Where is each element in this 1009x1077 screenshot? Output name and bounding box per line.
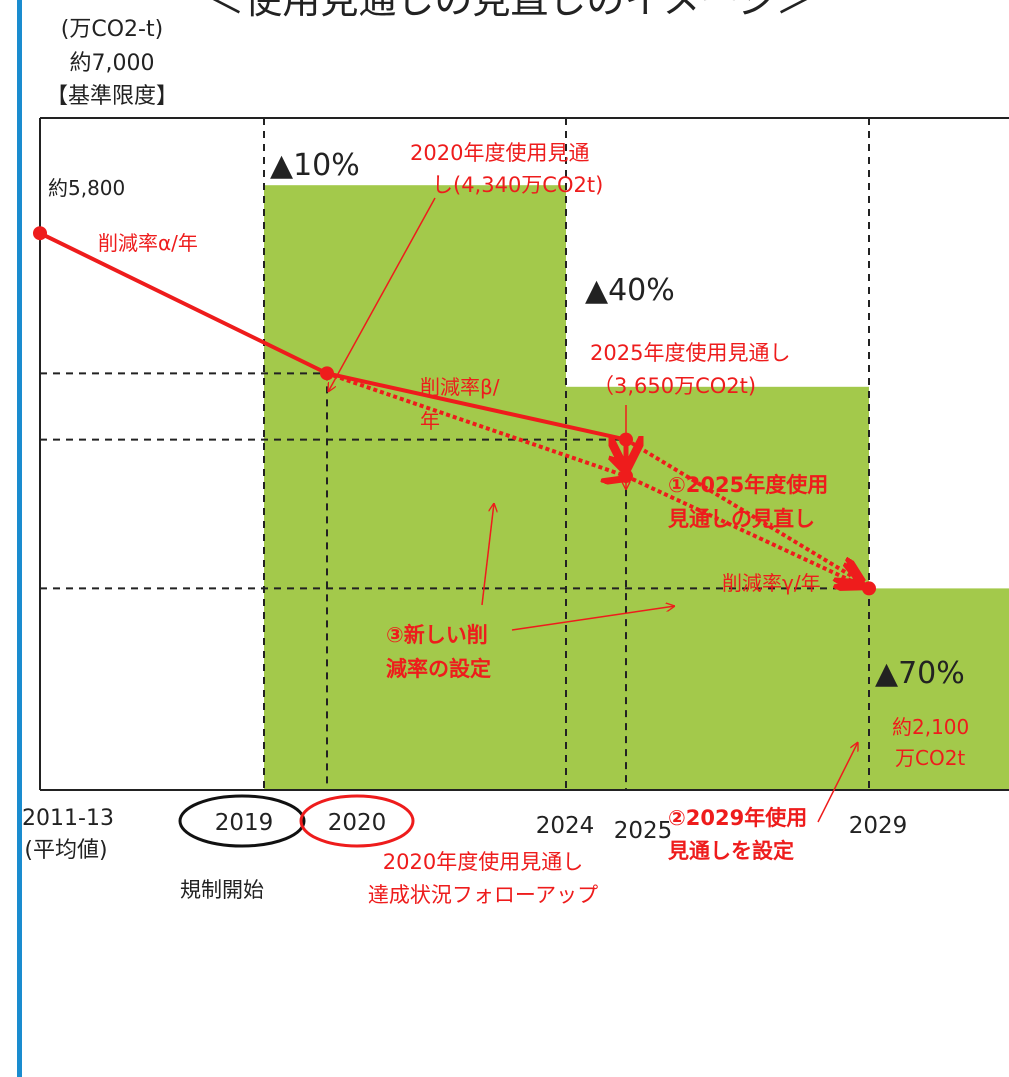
note-2020-pointer bbox=[328, 197, 436, 392]
x-label-2020: 2020 bbox=[328, 810, 387, 836]
followup-note-line2: 達成状況フォローアップ bbox=[368, 883, 598, 907]
rate-beta-line2: 年 bbox=[420, 409, 440, 433]
baseline-limit-value: 約7,000 bbox=[70, 51, 155, 76]
note-2025-line1: 2025年度使用見通し bbox=[590, 341, 790, 365]
point-2020 bbox=[320, 366, 334, 381]
guide-lines bbox=[40, 118, 870, 790]
data-lines bbox=[33, 226, 876, 596]
step1-line2: 見通しの見直し bbox=[668, 507, 815, 531]
unit-label: (万CO2-t) bbox=[61, 17, 163, 42]
step3-pointer-right bbox=[511, 606, 675, 631]
followup-note-line1: 2020年度使用見通し bbox=[383, 850, 583, 874]
x-label-2025: 2025 bbox=[614, 818, 673, 844]
step-bar-2019-2024 bbox=[264, 185, 566, 790]
step2-pointer bbox=[817, 742, 858, 823]
step-bar-2029-2031 bbox=[869, 588, 1009, 790]
x-label-baseline-sub: (平均値) bbox=[24, 838, 107, 863]
x-label-2024: 2024 bbox=[536, 813, 595, 839]
reduction-label-40: ▲40% bbox=[585, 273, 675, 308]
series-revised-segment-1 bbox=[326, 371, 626, 476]
x-label-baseline: 2011-13 bbox=[22, 806, 114, 831]
x-label-2029: 2029 bbox=[849, 813, 908, 839]
point-baseline bbox=[33, 226, 47, 241]
end-value-line1: 約2,100 bbox=[892, 715, 969, 739]
start-note: 規制開始 bbox=[180, 878, 264, 902]
rate-gamma-label: 削減率γ/年 bbox=[722, 571, 821, 595]
baseline-limit-note: 【基準限度】 bbox=[46, 84, 178, 109]
reduction-label-10: ▲10% bbox=[270, 148, 360, 183]
series-extension-line bbox=[624, 437, 859, 581]
series-revised-segment-2 bbox=[625, 474, 859, 584]
x-label-2019: 2019 bbox=[215, 810, 274, 836]
step1-line1: ①2025年度使用 bbox=[668, 473, 828, 497]
note-2020-line2: し(4,340万CO2t) bbox=[432, 173, 603, 197]
step3-line1: ③新しい削 bbox=[386, 623, 488, 647]
rate-alpha-label: 削減率α/年 bbox=[98, 231, 198, 255]
note-2025-line2: （3,650万CO2t) bbox=[593, 374, 756, 398]
highlight-2020 bbox=[299, 794, 415, 848]
start-value-label: 約5,800 bbox=[48, 176, 125, 200]
chart-title: ＜使用見通しの見直しのイメージ＞ bbox=[206, 0, 813, 22]
step2-line2: 見通しを設定 bbox=[668, 839, 794, 863]
point-2029 bbox=[862, 581, 876, 596]
step3-line2: 減率の設定 bbox=[386, 657, 491, 681]
highlight-2019 bbox=[178, 794, 306, 848]
note-2020-line1: 2020年度使用見通 bbox=[410, 141, 589, 165]
left-accent-bar bbox=[17, 0, 22, 1077]
rate-beta-line1: 削減率β/ bbox=[420, 375, 500, 399]
step3-pointer-up bbox=[481, 503, 494, 606]
end-value-line2: 万CO2t bbox=[895, 746, 965, 770]
step2-line1: ②2029年使用 bbox=[668, 806, 807, 830]
reduction-label-70: ▲70% bbox=[875, 656, 965, 691]
